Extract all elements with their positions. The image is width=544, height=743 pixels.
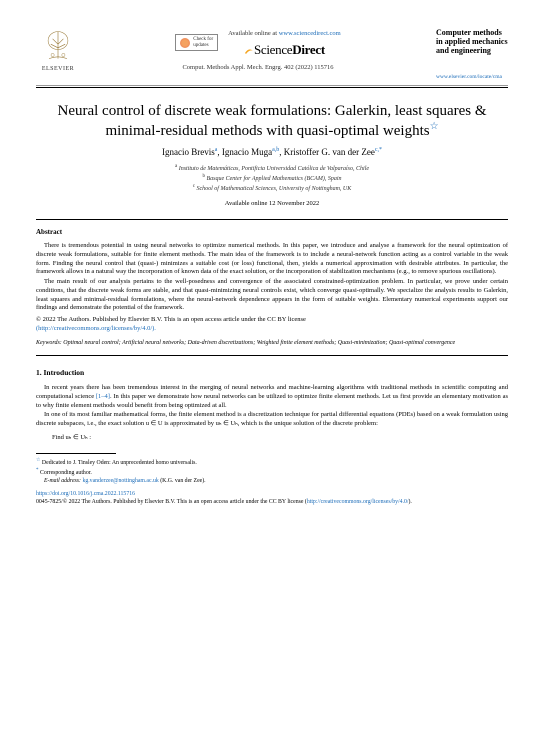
author: Kristoffer G. van der Zeec,* bbox=[284, 147, 382, 157]
email-link[interactable]: kg.vanderzee@nottingham.ac.uk bbox=[82, 478, 158, 484]
sd-swoosh-icon bbox=[244, 46, 254, 56]
keywords-line: Keywords: Optimal neural control; Artifi… bbox=[36, 339, 508, 347]
journal-title: Computer methods in applied mechanics an… bbox=[436, 28, 508, 56]
doi-block: https://doi.org/10.1016/j.cma.2022.11571… bbox=[36, 491, 508, 507]
title-footnote-star: ☆ bbox=[430, 121, 439, 132]
doi-link[interactable]: https://doi.org/10.1016/j.cma.2022.11571… bbox=[36, 491, 508, 499]
header-center: Check for updates Available online at ww… bbox=[80, 28, 436, 77]
abstract-box: Abstract There is tremendous potential i… bbox=[36, 219, 508, 356]
abstract-body: There is tremendous potential in using n… bbox=[36, 242, 508, 313]
footnotes: ☆ Dedicated to J. Tinsley Oden: An unpre… bbox=[36, 457, 508, 485]
article-title: Neural control of discrete weak formulat… bbox=[42, 102, 502, 141]
available-line: Available online at www.sciencedirect.co… bbox=[228, 30, 341, 39]
citation-line: Comput. Methods Appl. Mech. Engrg. 402 (… bbox=[80, 64, 436, 73]
citation-ref[interactable]: [1–4] bbox=[96, 393, 110, 400]
license-link[interactable]: (http://creativecommons.org/licenses/by/… bbox=[36, 325, 508, 334]
journal-url[interactable]: www.elsevier.com/locate/cma bbox=[436, 74, 508, 81]
sciencedirect-url[interactable]: www.sciencedirect.com bbox=[279, 30, 341, 37]
copyright-line: © 2022 The Authors. Published by Elsevie… bbox=[36, 316, 508, 325]
abstract-heading: Abstract bbox=[36, 228, 508, 237]
author: Ignacio Mugaa,b bbox=[222, 147, 279, 157]
rule-thick bbox=[36, 87, 508, 88]
intro-para-1: In recent years there has been tremendou… bbox=[36, 383, 508, 410]
author: Ignacio Brevisa bbox=[162, 147, 217, 157]
rule-thin bbox=[36, 85, 508, 86]
find-problem-line: Find uₕ ∈ Uₕ : bbox=[52, 434, 508, 443]
footnote-rule bbox=[36, 453, 116, 454]
elsevier-logo: ELSEVIER bbox=[36, 28, 80, 76]
header-row: ELSEVIER Check for updates Available onl… bbox=[36, 28, 508, 81]
elsevier-label: ELSEVIER bbox=[42, 65, 74, 73]
update-circle-icon bbox=[180, 38, 190, 48]
journal-box: Computer methods in applied mechanics an… bbox=[436, 28, 508, 81]
authors-line: Ignacio Brevisa, Ignacio Mugaa,b, Kristo… bbox=[36, 146, 508, 158]
check-updates-badge[interactable]: Check for updates bbox=[175, 34, 218, 51]
intro-para-2: In one of its most familiar mathematical… bbox=[36, 410, 508, 428]
sciencedirect-logo: ScienceDirect bbox=[228, 41, 341, 59]
update-text: Check for updates bbox=[193, 37, 213, 48]
elsevier-tree-icon bbox=[40, 28, 76, 64]
affiliations: a Instituto de Matemáticas, Pontificia U… bbox=[36, 163, 508, 194]
section-1-heading: 1. Introduction bbox=[36, 368, 508, 378]
cc-license-link[interactable]: http://creativecommons.org/licenses/by/4… bbox=[307, 499, 409, 505]
online-date: Available online 12 November 2022 bbox=[36, 200, 508, 209]
